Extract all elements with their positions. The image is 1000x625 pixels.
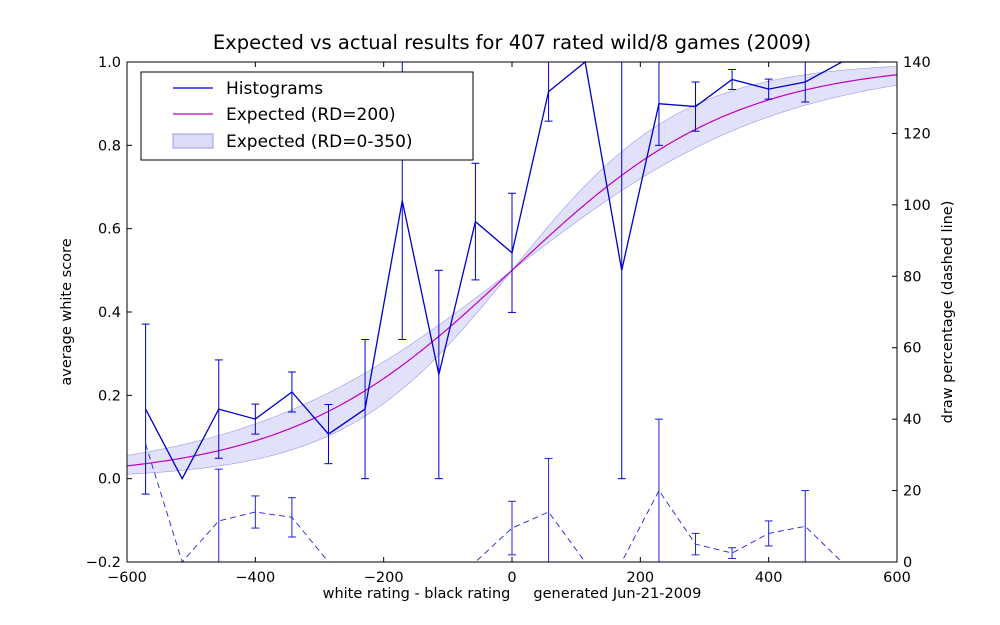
y2-tick-label: 80	[903, 269, 921, 285]
y2-axis-label: draw percentage (dashed line)	[940, 201, 956, 424]
y-tick-label: 0.2	[98, 388, 121, 404]
draw-error-bar	[508, 500, 516, 556]
y2-tick-label: 40	[903, 412, 921, 428]
x-tick-label: 600	[883, 570, 911, 586]
y2-tick-label: 100	[903, 198, 931, 214]
histogram-error-bar	[508, 192, 516, 313]
x-tick-label: 200	[626, 570, 654, 586]
chart-title: Expected vs actual results for 407 rated…	[213, 31, 811, 54]
histogram-error-bar	[544, 61, 553, 122]
legend: Histograms Expected (RD=200) Expected (R…	[140, 71, 474, 161]
draw-error-bar	[654, 418, 663, 563]
draw-error-bar	[544, 457, 553, 563]
y-axis-label: average white score	[59, 238, 75, 385]
histogram-error-bar	[141, 323, 150, 495]
draw-error-bar	[214, 468, 223, 563]
histogram-error-bar	[434, 269, 443, 480]
y2-tick-label: 20	[903, 484, 921, 500]
histogram-error-bar	[691, 81, 700, 132]
y2-tick-label: 0	[903, 555, 912, 571]
draw-error-bar	[728, 547, 737, 559]
draw-error-bar	[691, 532, 700, 556]
draw-error-bar	[287, 497, 296, 538]
legend-swatch-band	[172, 133, 214, 149]
y-tick-label: 1.0	[98, 55, 121, 71]
draw-error-bar	[764, 520, 773, 547]
draw-series-layer	[145, 418, 879, 563]
y-tick-label: 0.8	[98, 138, 121, 154]
x-tick-label: −600	[107, 570, 147, 586]
y-tick-label: −0.2	[86, 555, 121, 571]
histogram-error-bar	[471, 162, 480, 281]
legend-label-band: Expected (RD=0-350)	[226, 132, 413, 152]
legend-label-histograms: Histograms	[226, 79, 323, 99]
y-tick-label: 0.6	[98, 222, 121, 238]
draw-error-bar	[801, 490, 810, 563]
y-tick-label: 0.4	[98, 305, 121, 321]
x-tick-label: 400	[755, 570, 783, 586]
x-axis-label: white rating - black rating generated Ju…	[323, 586, 702, 602]
histogram-error-bar	[287, 371, 296, 413]
draw-error-bar	[251, 495, 260, 529]
histogram-error-bar	[214, 359, 223, 459]
y2-tick-label: 60	[903, 341, 921, 357]
y2-tick-label: 120	[903, 126, 931, 142]
histogram-error-bar	[764, 78, 773, 100]
histogram-error-bar	[251, 403, 260, 435]
x-tick-label: −200	[364, 570, 404, 586]
histogram-error-bar	[617, 61, 626, 480]
y-tick-label: 0.0	[98, 472, 121, 488]
histogram-error-bar	[361, 339, 370, 480]
histogram-error-bar	[324, 404, 333, 465]
x-tick-label: 0	[507, 570, 516, 586]
x-tick-label: −400	[235, 570, 275, 586]
histogram-error-bar	[728, 69, 737, 90]
y2-tick-label: 140	[903, 55, 931, 71]
axes-layer: −600 −400 −200 0 200 400 600−0.20.00.20.40.60.…	[86, 55, 931, 586]
legend-label-expected: Expected (RD=200)	[226, 105, 396, 125]
